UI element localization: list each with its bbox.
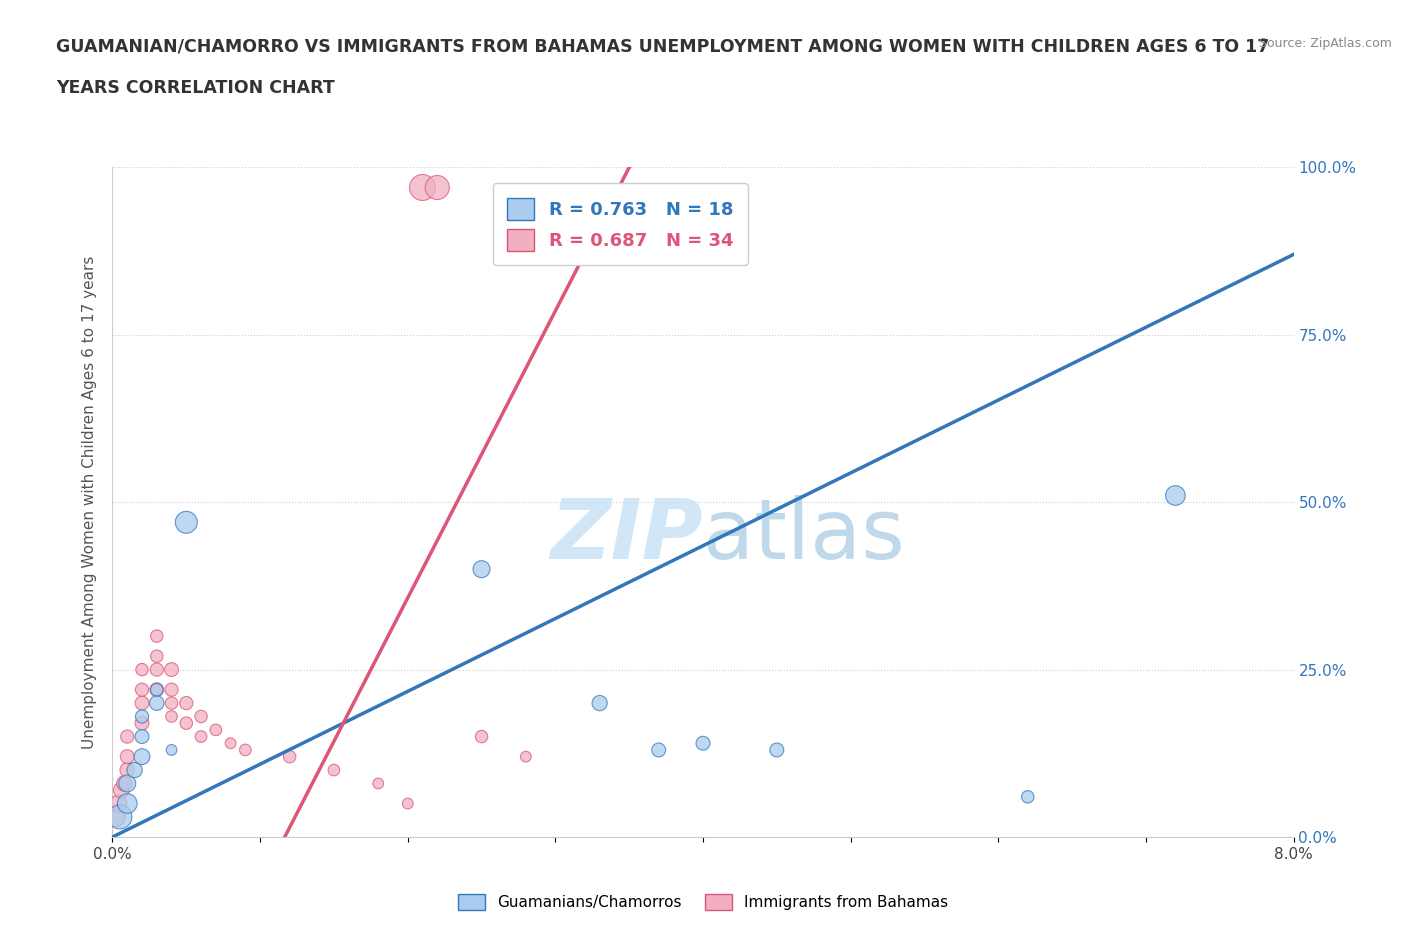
Legend: R = 0.763   N = 18, R = 0.687   N = 34: R = 0.763 N = 18, R = 0.687 N = 34	[494, 183, 748, 265]
Point	[471, 562, 494, 577]
Point	[146, 649, 169, 664]
Point	[174, 515, 197, 530]
Point	[131, 662, 153, 677]
Point	[108, 809, 131, 824]
Text: GUAMANIAN/CHAMORRO VS IMMIGRANTS FROM BAHAMAS UNEMPLOYMENT AMONG WOMEN WITH CHIL: GUAMANIAN/CHAMORRO VS IMMIGRANTS FROM BA…	[56, 37, 1270, 55]
Point	[367, 776, 389, 790]
Y-axis label: Unemployment Among Women with Children Ages 6 to 17 years: Unemployment Among Women with Children A…	[82, 256, 97, 749]
Point	[1017, 790, 1039, 804]
Point	[515, 750, 537, 764]
Point	[160, 662, 183, 677]
Point	[1164, 488, 1187, 503]
Point	[190, 729, 212, 744]
Point	[131, 729, 153, 744]
Point	[588, 696, 610, 711]
Text: YEARS CORRELATION CHART: YEARS CORRELATION CHART	[56, 79, 335, 97]
Point	[146, 696, 169, 711]
Point	[112, 776, 135, 790]
Point	[110, 783, 132, 798]
Text: ZIP: ZIP	[550, 495, 703, 577]
Point	[104, 809, 127, 824]
Point	[146, 683, 169, 698]
Text: Source: ZipAtlas.com: Source: ZipAtlas.com	[1258, 37, 1392, 50]
Point	[117, 729, 138, 744]
Point	[131, 716, 153, 731]
Point	[160, 709, 183, 724]
Text: atlas: atlas	[703, 495, 904, 577]
Point	[146, 683, 169, 698]
Point	[765, 742, 787, 757]
Point	[160, 696, 183, 711]
Point	[426, 180, 449, 195]
Point	[117, 796, 138, 811]
Point	[117, 763, 138, 777]
Point	[396, 796, 419, 811]
Point	[190, 709, 212, 724]
Point	[107, 796, 129, 811]
Point	[117, 750, 138, 764]
Point	[174, 716, 197, 731]
Point	[131, 696, 153, 711]
Point	[124, 763, 146, 777]
Point	[117, 776, 138, 790]
Point	[233, 742, 256, 757]
Point	[471, 729, 494, 744]
Point	[205, 723, 228, 737]
Point	[647, 742, 671, 757]
Legend: Guamanians/Chamorros, Immigrants from Bahamas: Guamanians/Chamorros, Immigrants from Ba…	[450, 886, 956, 918]
Point	[219, 736, 242, 751]
Point	[131, 709, 153, 724]
Point	[278, 750, 301, 764]
Point	[131, 750, 153, 764]
Point	[160, 742, 183, 757]
Point	[146, 662, 169, 677]
Point	[131, 683, 153, 698]
Point	[174, 696, 197, 711]
Point	[323, 763, 346, 777]
Point	[692, 736, 714, 751]
Point	[146, 629, 169, 644]
Point	[160, 683, 183, 698]
Point	[412, 180, 434, 195]
